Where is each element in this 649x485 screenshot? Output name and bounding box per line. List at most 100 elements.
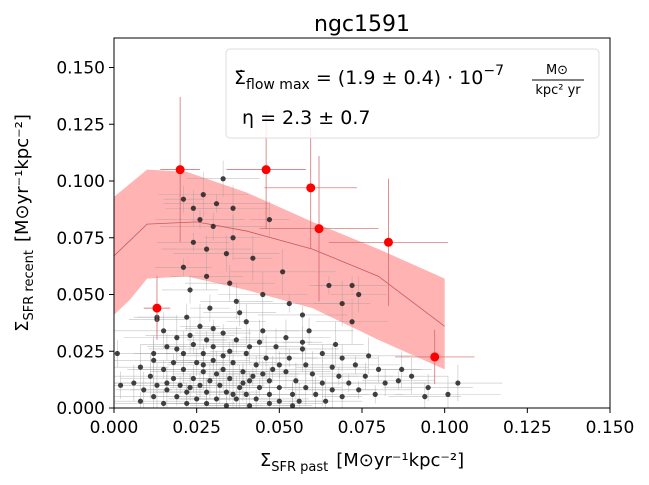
data-point bbox=[346, 380, 352, 386]
data-point bbox=[180, 350, 187, 357]
data-point bbox=[352, 362, 358, 368]
data-point bbox=[329, 387, 335, 393]
data-point bbox=[425, 384, 431, 391]
data-point bbox=[299, 346, 306, 352]
y-tick-label: 0.150 bbox=[56, 59, 105, 79]
data-point bbox=[309, 371, 315, 377]
data-point bbox=[243, 391, 249, 397]
data-point bbox=[161, 328, 167, 334]
x-tick-label: 0.025 bbox=[172, 418, 221, 438]
data-point bbox=[223, 389, 230, 395]
x-axis-label-subscript: SFR past bbox=[271, 460, 328, 475]
data-point bbox=[243, 350, 249, 357]
data-point bbox=[213, 371, 220, 377]
data-point bbox=[246, 344, 253, 350]
data-point bbox=[164, 344, 170, 350]
data-point bbox=[332, 341, 339, 348]
data-point bbox=[263, 355, 269, 361]
unit-numerator: M⊙ bbox=[546, 63, 568, 78]
annotation-eta: η = 2.3 ± 0.7 bbox=[242, 107, 370, 129]
data-point bbox=[220, 176, 226, 182]
data-point bbox=[349, 319, 355, 325]
data-point bbox=[184, 314, 190, 320]
y-tick-label: 0.025 bbox=[56, 342, 105, 362]
data-point bbox=[180, 264, 187, 270]
flow-subscript: flow max bbox=[246, 77, 310, 93]
data-point bbox=[270, 366, 276, 373]
data-point bbox=[207, 378, 213, 384]
data-point bbox=[190, 205, 196, 211]
data-point bbox=[190, 341, 196, 348]
data-point bbox=[200, 362, 206, 368]
data-point bbox=[161, 400, 167, 407]
data-point bbox=[147, 373, 153, 379]
data-point bbox=[230, 391, 236, 397]
data-point bbox=[286, 300, 292, 307]
data-point bbox=[240, 369, 246, 375]
data-point bbox=[286, 355, 292, 361]
flow-symbol: Σ̇ bbox=[234, 67, 246, 89]
data-point bbox=[296, 398, 302, 404]
data-point bbox=[339, 300, 345, 307]
data-point bbox=[366, 353, 372, 359]
data-point bbox=[280, 269, 286, 275]
data-point bbox=[273, 344, 279, 350]
data-point bbox=[283, 335, 289, 341]
data-point bbox=[409, 373, 415, 379]
data-point bbox=[194, 396, 200, 402]
data-point bbox=[299, 339, 306, 345]
data-point bbox=[210, 325, 216, 332]
highlight-point bbox=[152, 303, 162, 313]
data-point bbox=[200, 369, 206, 375]
data-point bbox=[190, 375, 196, 382]
highlight-point bbox=[306, 183, 316, 193]
x-tick-label: 0.050 bbox=[255, 418, 304, 438]
data-point bbox=[246, 403, 253, 409]
data-point bbox=[250, 373, 256, 379]
data-point bbox=[260, 371, 266, 377]
data-point bbox=[210, 357, 216, 363]
y-axis-label-units: [M⊙yr⁻¹kpc⁻²] bbox=[12, 114, 33, 242]
data-point bbox=[203, 246, 210, 252]
x-tick-label: 0.100 bbox=[420, 418, 469, 438]
data-point bbox=[266, 400, 273, 407]
data-point bbox=[375, 366, 382, 373]
flow-value: = (1.9 ± 0.4) · 10 bbox=[310, 67, 484, 89]
data-point bbox=[137, 398, 144, 404]
data-point bbox=[161, 366, 167, 373]
data-point bbox=[253, 362, 259, 368]
data-point bbox=[422, 394, 428, 400]
annotation-flow-equation: Σ̇flow max = (1.9 ± 0.4) · 10−7 bbox=[234, 63, 504, 93]
data-point bbox=[233, 396, 239, 402]
data-point bbox=[203, 400, 210, 407]
data-point bbox=[137, 364, 144, 370]
data-point bbox=[174, 394, 180, 400]
data-point bbox=[299, 312, 306, 318]
data-point bbox=[266, 378, 273, 384]
data-point bbox=[174, 335, 180, 341]
data-point bbox=[210, 344, 216, 350]
x-axis-label-units: [M⊙yr⁻¹kpc⁻²] bbox=[336, 450, 464, 471]
data-point bbox=[154, 382, 160, 388]
data-point bbox=[197, 382, 203, 388]
data-point bbox=[323, 398, 329, 404]
data-point bbox=[230, 235, 236, 241]
data-point bbox=[180, 366, 187, 373]
data-point bbox=[217, 382, 223, 388]
data-point bbox=[223, 403, 230, 409]
data-point bbox=[260, 291, 266, 298]
data-point bbox=[233, 298, 239, 304]
highlight-point bbox=[261, 165, 271, 175]
data-point bbox=[177, 382, 183, 388]
data-point bbox=[151, 357, 157, 363]
data-point bbox=[445, 391, 451, 397]
data-point bbox=[372, 391, 378, 397]
data-point bbox=[164, 380, 170, 386]
y-tick-label: 0.075 bbox=[56, 229, 105, 249]
data-point bbox=[194, 360, 200, 366]
data-point bbox=[260, 328, 266, 334]
data-point bbox=[170, 360, 177, 366]
x-axis-ticks: 0.000 0.025 0.050 0.075 0.100 0.125 0.150 bbox=[90, 408, 634, 438]
data-point bbox=[210, 223, 216, 230]
data-point bbox=[293, 378, 299, 384]
